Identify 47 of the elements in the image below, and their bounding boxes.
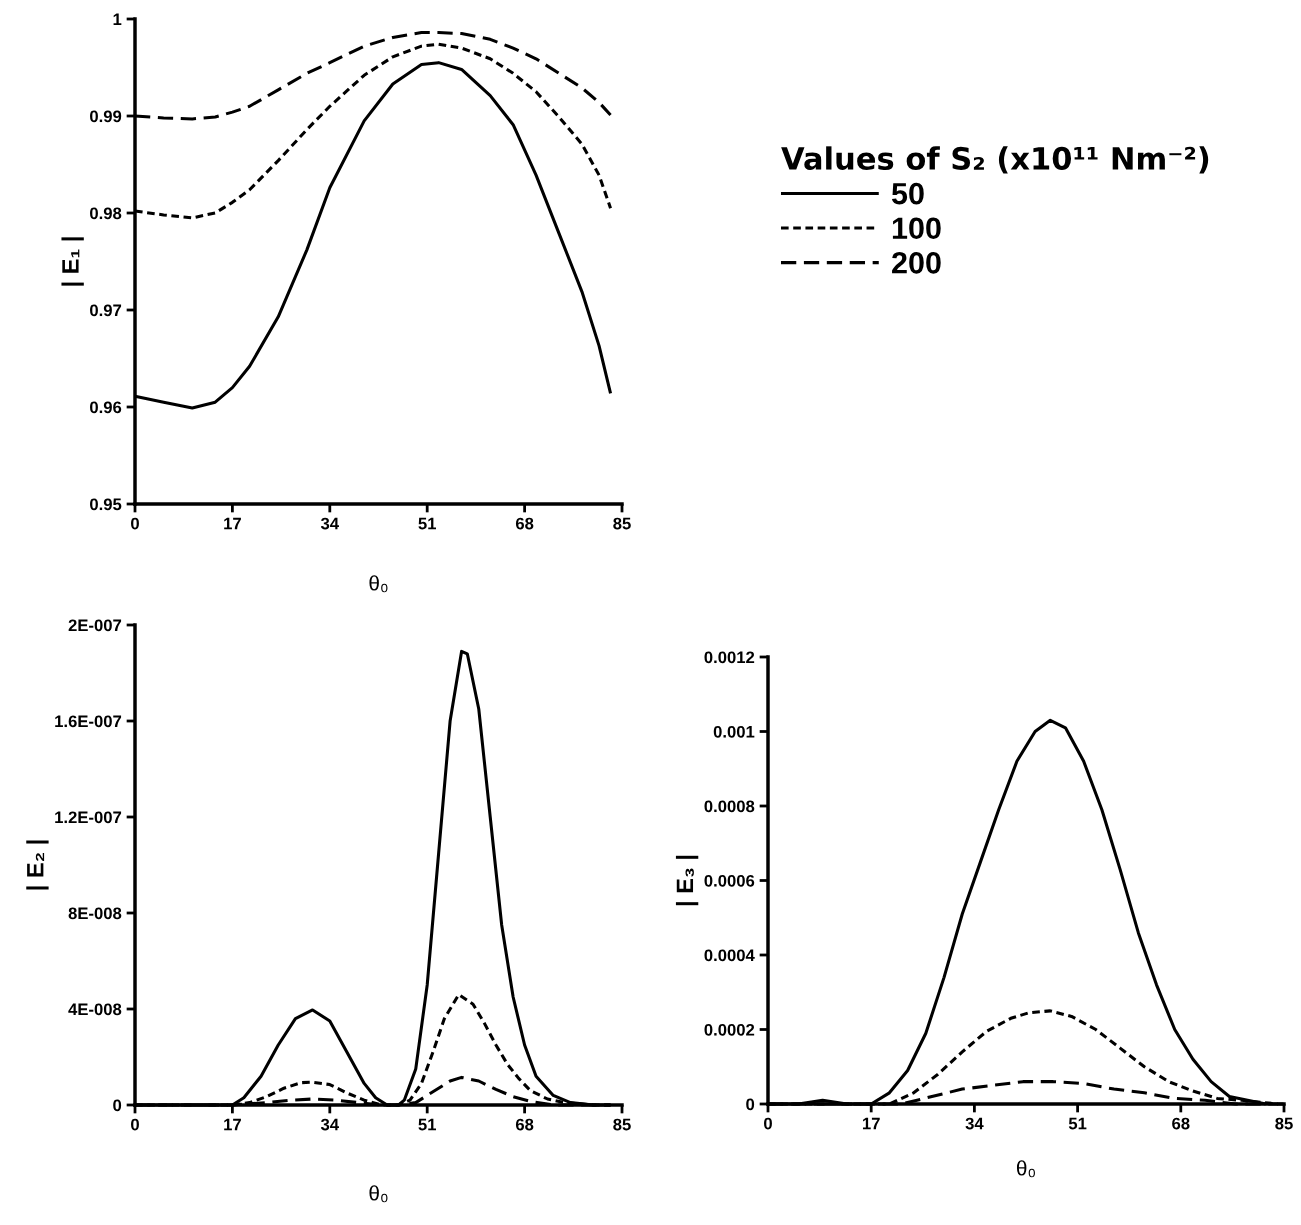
x-tick-label: 0 xyxy=(131,517,139,530)
x-tick-label: 51 xyxy=(1068,1117,1087,1130)
y-tick-label: 0 xyxy=(746,1098,755,1111)
x-tick-label: 17 xyxy=(862,1117,880,1130)
x-tick-label: 51 xyxy=(418,1118,437,1131)
x-axis-title: θ₀ xyxy=(369,1185,388,1203)
x-tick-label: 85 xyxy=(613,1118,631,1131)
y-axis-title: | E₁ | xyxy=(61,237,84,286)
y-tick-label: 1.6E-007 xyxy=(55,715,122,728)
x-tick-label: 0 xyxy=(764,1117,772,1130)
y-tick-label: 0.97 xyxy=(90,304,122,317)
legend-title: Values of S₂ (x10¹¹ Nm⁻²) xyxy=(781,146,1209,174)
x-tick-label: 85 xyxy=(1275,1117,1293,1130)
y-axis-title: | E₃ | xyxy=(675,855,699,906)
x-tick-label: 34 xyxy=(965,1117,984,1130)
y-axis-title: | E₂ | xyxy=(26,840,49,890)
y-tick-label: 0.0002 xyxy=(704,1023,755,1036)
x-tick-label: 17 xyxy=(224,517,241,530)
y-tick-label: 1 xyxy=(113,13,122,26)
x-tick-label: 68 xyxy=(515,1118,534,1131)
x-tick-label: 68 xyxy=(515,517,534,530)
y-tick-label: 0.96 xyxy=(90,401,122,414)
x-tick-label: 0 xyxy=(131,1118,139,1131)
x-tick-label: 68 xyxy=(1172,1117,1190,1130)
y-tick-label: 0.98 xyxy=(90,207,122,220)
y-tick-label: 0.0006 xyxy=(704,874,755,887)
y-tick-label: 0.0012 xyxy=(704,651,755,664)
x-axis-title: θ₀ xyxy=(1016,1160,1035,1178)
y-tick-label: 8E-008 xyxy=(68,907,122,920)
x-axis-title: θ₀ xyxy=(369,575,388,593)
x-tick-label: 34 xyxy=(320,517,339,530)
x-tick-label: 17 xyxy=(224,1118,241,1131)
y-tick-label: 0.0008 xyxy=(704,800,755,813)
x-tick-label: 85 xyxy=(613,517,631,530)
legend-label: 50 xyxy=(891,182,924,205)
y-tick-label: 0.99 xyxy=(90,110,122,123)
legend-label: 100 xyxy=(892,217,941,240)
x-tick-label: 34 xyxy=(320,1118,339,1131)
y-tick-label: 2E-007 xyxy=(68,619,122,632)
legend-label: 200 xyxy=(892,252,941,274)
y-tick-label: 4E-008 xyxy=(68,1003,122,1016)
y-tick-label: 0 xyxy=(113,1099,122,1112)
y-tick-label: 0.001 xyxy=(713,725,755,738)
y-tick-label: 0.0004 xyxy=(704,949,755,962)
y-tick-label: 0.95 xyxy=(90,498,122,511)
y-tick-label: 1.2E-007 xyxy=(55,811,122,824)
x-tick-label: 51 xyxy=(418,517,437,530)
